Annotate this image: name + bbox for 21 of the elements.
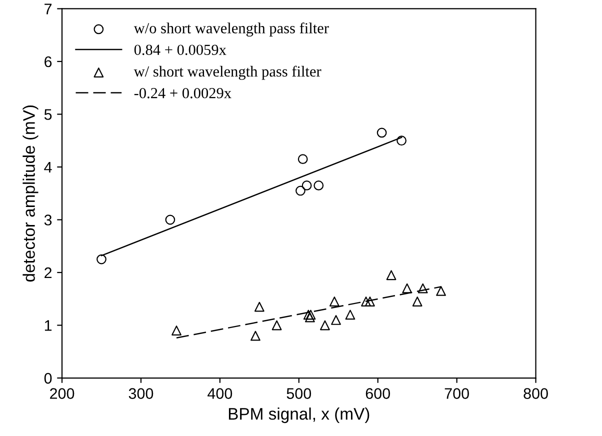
legend-label: w/o short wavelength pass filter bbox=[134, 22, 329, 37]
x-tick-label: 200 bbox=[50, 388, 74, 399]
x-axis-title: BPM signal, x (mV) bbox=[228, 408, 370, 424]
legend-label: -0.24 + 0.0029x bbox=[134, 88, 232, 98]
y-tick-label: 0 bbox=[44, 372, 52, 384]
y-axis-title: detector amplitude (mV) bbox=[22, 105, 38, 282]
y-tick-label: 5 bbox=[44, 109, 52, 120]
y-tick-label: 3 bbox=[44, 214, 52, 226]
y-tick-label: 7 bbox=[44, 4, 52, 14]
legend-label: 0.84 + 0.0059x bbox=[134, 44, 226, 56]
x-tick-label: 700 bbox=[444, 388, 469, 399]
y-tick-label: 4 bbox=[44, 162, 52, 173]
y-tick-label: 2 bbox=[44, 267, 52, 278]
x-tick-label: 300 bbox=[128, 388, 154, 399]
legend-label: w/ short wavelength pass filter bbox=[134, 66, 322, 80]
y-tick-label: 1 bbox=[44, 320, 52, 331]
x-tick-label: 800 bbox=[524, 388, 548, 399]
x-tick-label: 400 bbox=[208, 388, 232, 399]
x-tick-label: 500 bbox=[286, 388, 312, 399]
y-tick-label: 6 bbox=[44, 56, 52, 68]
x-tick-label: 600 bbox=[366, 388, 390, 399]
